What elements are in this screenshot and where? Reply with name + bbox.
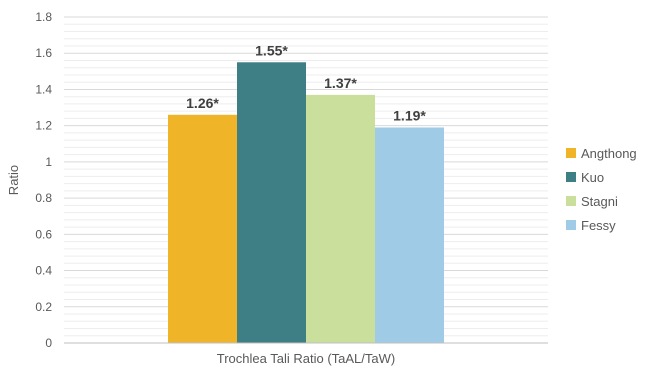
data-label-stagni: 1.37* — [324, 75, 357, 91]
legend-swatch-kuo — [566, 172, 576, 182]
y-tick-label: 0.8 — [35, 191, 52, 205]
y-tick-label: 0 — [45, 336, 52, 350]
y-tick-label: 0.2 — [35, 300, 52, 314]
legend-swatch-fessy — [566, 220, 576, 230]
legend-label-kuo: Kuo — [581, 170, 604, 185]
bar-angthong — [168, 114, 237, 343]
bar-kuo — [237, 62, 306, 344]
legend-swatch-angthong — [566, 148, 576, 158]
bar-stagni — [306, 94, 375, 343]
bars — [168, 62, 444, 344]
data-labels: 1.26* 1.55* 1.37* 1.19* — [186, 42, 426, 123]
y-tick-label: 1.2 — [35, 119, 52, 133]
data-label-fessy: 1.19* — [393, 107, 426, 123]
y-tick-label: 0.4 — [35, 264, 52, 278]
y-tick-label: 1.8 — [35, 10, 52, 24]
data-label-angthong: 1.26* — [186, 95, 219, 111]
y-tick-label: 1 — [45, 155, 52, 169]
y-tick-label: 1.6 — [35, 46, 52, 60]
legend-label-angthong: Angthong — [581, 146, 637, 161]
y-tick-label: 0.6 — [35, 227, 52, 241]
y-axis-ticks: 0 0.2 0.4 0.6 0.8 1 1.2 1.4 1.6 1.8 — [35, 10, 52, 350]
data-label-kuo: 1.55* — [255, 42, 288, 58]
legend: Angthong Kuo Stagni Fessy — [566, 146, 637, 233]
y-axis-title: Ratio — [6, 165, 21, 195]
bar-fessy — [375, 127, 444, 343]
legend-label-fessy: Fessy — [581, 218, 616, 233]
x-axis-title: Trochlea Tali Ratio (TaAL/TaW) — [217, 351, 395, 366]
legend-swatch-stagni — [566, 196, 576, 206]
legend-label-stagni: Stagni — [581, 194, 618, 209]
y-tick-label: 1.4 — [35, 82, 52, 96]
